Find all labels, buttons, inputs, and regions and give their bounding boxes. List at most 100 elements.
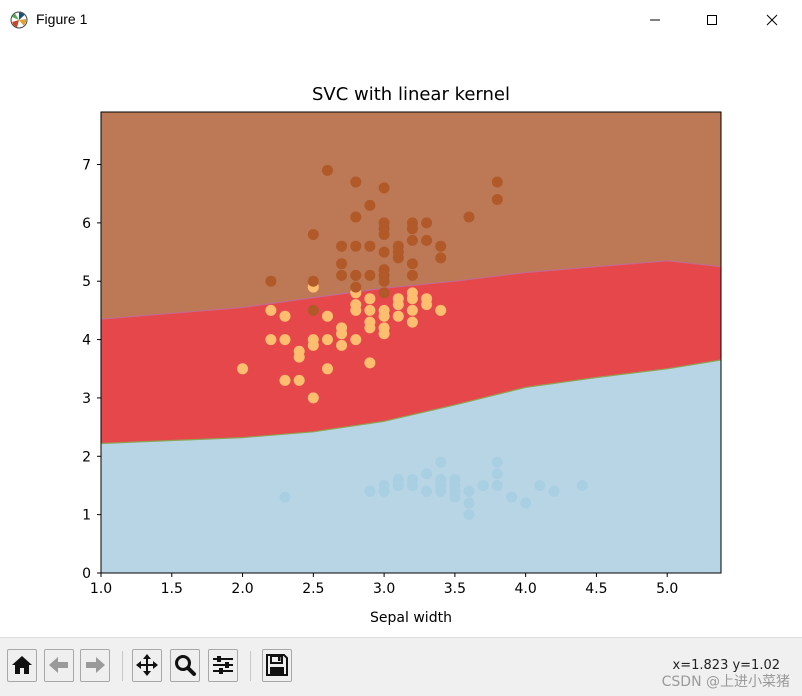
- home-icon: [12, 656, 32, 674]
- class-2-point: [307, 304, 319, 316]
- class-1-point: [322, 363, 333, 375]
- class-0-point: [421, 485, 433, 497]
- x-tick-label: 2.5: [302, 581, 324, 597]
- window-title: Figure 1: [36, 11, 88, 27]
- forward-button[interactable]: [80, 649, 110, 682]
- axes-frame: [100, 111, 722, 574]
- toolbar-separator: [122, 651, 123, 681]
- matplotlib-logo-icon: [10, 11, 28, 29]
- class-0-point: [463, 485, 475, 497]
- class-2-point: [307, 275, 319, 287]
- class-0-point: [392, 480, 404, 491]
- class-2-point: [364, 269, 376, 281]
- minimize-icon: [650, 19, 660, 21]
- class-2-point: [350, 281, 362, 293]
- class-1-point: [421, 299, 433, 311]
- class-1-point: [279, 310, 291, 322]
- class-2-point: [463, 211, 475, 223]
- y-tick-label: 5: [82, 274, 91, 290]
- maximize-icon: [707, 15, 717, 25]
- class-2-point: [350, 240, 362, 252]
- class-1-point: [336, 322, 348, 334]
- class-0-point: [406, 480, 418, 491]
- class-2-point: [265, 275, 277, 287]
- class-2-point: [421, 217, 433, 229]
- class-0-point: [378, 480, 390, 491]
- toolbar-separator: [250, 651, 251, 681]
- close-icon: [766, 14, 778, 26]
- class-1-point: [237, 363, 249, 375]
- close-button[interactable]: [749, 0, 795, 40]
- x-tick-label: 1.0: [90, 581, 112, 597]
- x-tick-label: 1.5: [161, 581, 183, 597]
- class-2-point: [491, 194, 503, 205]
- class-1-point: [279, 374, 291, 386]
- class-0-point: [435, 474, 447, 486]
- y-tick-label: 4: [82, 333, 91, 349]
- class-2-point: [378, 217, 390, 229]
- class-2-point: [392, 246, 404, 258]
- class-0-point: [435, 485, 447, 497]
- class-2-point: [364, 199, 376, 211]
- class-1-point: [435, 304, 447, 316]
- x-tick-label: 3.5: [444, 581, 466, 597]
- cursor-coordinates: x=1.823 y=1.02: [672, 658, 780, 673]
- class-1-point: [406, 287, 418, 299]
- class-0-point: [491, 456, 503, 468]
- class-1-point: [392, 310, 404, 322]
- class-2-point: [364, 240, 376, 252]
- class-1-point: [293, 345, 305, 357]
- class-2-point: [336, 258, 348, 270]
- class-2-point: [435, 240, 447, 252]
- class-0-point: [534, 480, 546, 491]
- navigation-toolbar: x=1.823 y=1.02 CSDN @上进小菜猪: [0, 637, 802, 696]
- class-2-point: [491, 176, 503, 188]
- class-2-point: [435, 252, 447, 264]
- class-0-point: [491, 468, 503, 480]
- class-0-point: [576, 480, 588, 491]
- class-2-point: [350, 211, 362, 223]
- class-1-point: [364, 293, 376, 305]
- configure-subplots-button[interactable]: [208, 649, 238, 682]
- class-0-point: [477, 480, 489, 491]
- move-icon: [136, 654, 158, 676]
- upper-boundary-line: [101, 260, 721, 320]
- pan-button[interactable]: [132, 649, 162, 682]
- class-1-point: [378, 322, 390, 334]
- class-0-point: [279, 491, 291, 503]
- class-1-point: [364, 316, 376, 328]
- home-button[interactable]: [7, 649, 37, 682]
- class-1-point: [392, 299, 404, 311]
- watermark: CSDN @上进小菜猪: [661, 674, 790, 690]
- class-1-point: [265, 334, 277, 346]
- class-1-point: [364, 304, 376, 316]
- sliders-icon: [213, 656, 233, 674]
- class-0-point: [548, 485, 560, 497]
- class-0-point: [364, 485, 376, 497]
- chart-title: SVC with linear kernel: [312, 84, 510, 105]
- class-0-point: [463, 509, 475, 521]
- x-tick-label: 4.5: [585, 581, 607, 597]
- class-1-point: [378, 310, 390, 322]
- maximize-button[interactable]: [689, 0, 735, 40]
- class-1-point: [336, 339, 348, 351]
- x-tick-label: 2.0: [231, 581, 253, 597]
- class-2-point: [350, 269, 362, 281]
- save-button[interactable]: [262, 649, 292, 682]
- y-tick-label: 6: [82, 216, 91, 232]
- arrow-right-icon: [86, 657, 105, 673]
- class-0-point: [491, 480, 503, 491]
- x-tick-label: 4.0: [515, 581, 537, 597]
- window-titlebar: Figure 1: [0, 0, 802, 41]
- class-1-point: [293, 374, 305, 386]
- minimize-button[interactable]: [632, 0, 678, 40]
- class-2-point: [406, 234, 418, 246]
- class-1-point: [322, 310, 333, 322]
- class-1-point: [406, 304, 418, 316]
- figure-canvas[interactable]: 1.0 1.5 2.0 2.5 3.0 3.5 4.0 4.5 5.0 0 1 2 3 4 5 6 7 SVC w…: [0, 40, 802, 637]
- zoom-button[interactable]: [170, 649, 200, 682]
- class-1-point: [350, 334, 362, 346]
- back-button[interactable]: [44, 649, 74, 682]
- magnifier-icon: [175, 655, 196, 676]
- class-2-point: [322, 164, 333, 176]
